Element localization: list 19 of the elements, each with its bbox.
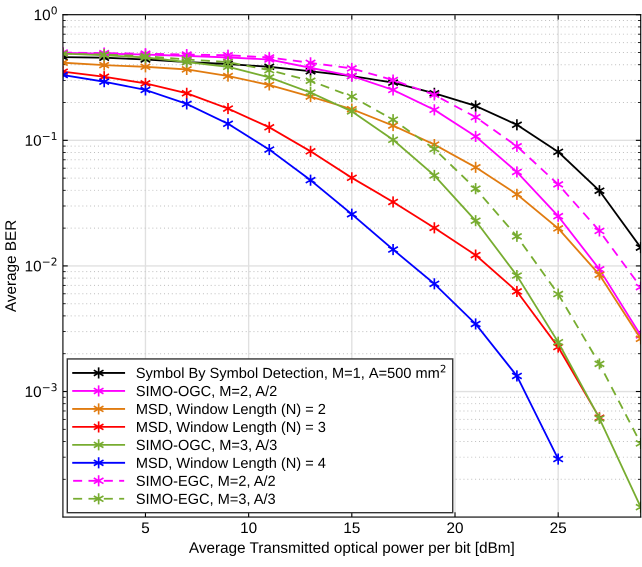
legend-label: SIMO-OGC, M=2, A/2 [136, 385, 277, 398]
x-tick-label: 20 [447, 522, 463, 534]
y-tick-label: 10$^{−1}$ [26, 132, 57, 146]
x-tick-label: 10 [241, 522, 257, 534]
legend-label: Symbol By Symbol Detection, M=1, A=500 mm$^{2}$ [136, 364, 446, 381]
legend-label: SIMO-EGC, M=3, A/3 [136, 493, 275, 506]
x-axis-title: Average Transmitted optical power per bit [dBm] [188, 542, 514, 556]
legend-label: SIMO-EGC, M=2, A/2 [136, 475, 275, 488]
legend-label: MSD, Window Length (N) = 4 [137, 457, 326, 471]
legend-label: MSD, Window Length (N) = 2 [137, 403, 326, 418]
y-axis-title: Average BER [5, 220, 20, 312]
x-tick-label: 5 [142, 522, 150, 534]
legend-label: SIMO-OGC, M=3, A/3 [136, 439, 277, 452]
y-tick-label: 10$^{0}$ [34, 6, 57, 20]
legend-label: MSD, Window Length (N) = 3 [137, 421, 326, 436]
y-tick-label: 10$^{−2}$ [26, 258, 56, 272]
y-tick-label: 10$^{−3}$ [26, 383, 57, 398]
x-tick-label: 25 [550, 522, 566, 534]
x-tick-label: 15 [344, 522, 360, 534]
